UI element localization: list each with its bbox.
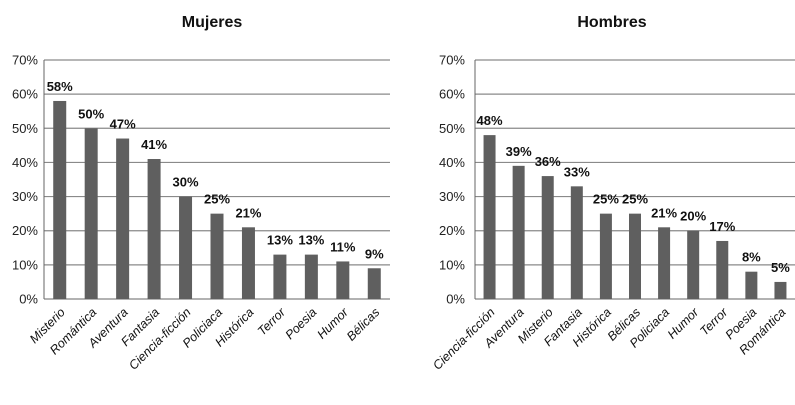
mujeres-bar	[84, 128, 98, 299]
hombres-bar	[512, 165, 525, 299]
mujeres-data-label: 47%	[110, 117, 136, 132]
mujeres-y-tick-label: 40%	[12, 155, 38, 170]
hombres-y-tick-label: 60%	[439, 87, 465, 102]
hombres-y-tick-label: 20%	[439, 223, 465, 238]
hombres-bar	[483, 135, 496, 299]
mujeres-bar	[210, 213, 224, 299]
mujeres-data-label: 13%	[298, 233, 324, 248]
mujeres-y-tick-label: 70%	[12, 53, 38, 68]
hombres-data-label: 25%	[622, 192, 648, 207]
mujeres-x-tick-label: Poesia	[283, 305, 320, 342]
hombres-data-label: 17%	[709, 219, 735, 234]
mujeres-bar	[147, 159, 161, 299]
hombres-data-label: 39%	[506, 144, 532, 159]
mujeres-data-label: 58%	[47, 79, 73, 94]
mujeres-bar	[53, 100, 67, 299]
mujeres-bar	[116, 138, 130, 299]
hombres-data-label: 21%	[651, 205, 677, 220]
mujeres-data-label: 50%	[78, 106, 104, 121]
mujeres-data-label: 41%	[141, 137, 167, 152]
mujeres-bar	[241, 227, 255, 299]
mujeres-chart-title: Mujeres	[182, 14, 243, 31]
hombres-x-tick-label: Humor	[665, 305, 702, 342]
hombres-data-label: 36%	[535, 154, 561, 169]
hombres-data-label: 8%	[742, 250, 761, 265]
hombres-data-label: 33%	[564, 164, 590, 179]
hombres-bar	[599, 213, 612, 299]
mujeres-data-label: 25%	[204, 192, 230, 207]
hombres-data-label: 48%	[477, 113, 503, 128]
hombres-bar	[716, 240, 729, 299]
hombres-bar	[687, 230, 700, 299]
mujeres-bar	[367, 268, 381, 299]
mujeres-data-label: 21%	[235, 205, 261, 220]
mujeres-data-label: 30%	[173, 175, 199, 190]
hombres-y-tick-label: 70%	[439, 53, 465, 68]
mujeres-y-tick-label: 20%	[12, 223, 38, 238]
hombres-chart-title: Hombres	[577, 14, 646, 31]
hombres-y-tick-label: 40%	[439, 155, 465, 170]
hombres-y-tick-label: 10%	[439, 257, 465, 272]
mujeres-y-tick-label: 30%	[12, 189, 38, 204]
mujeres-bar	[273, 254, 287, 299]
mujeres-bar	[179, 196, 193, 299]
mujeres-y-tick-label: 10%	[12, 257, 38, 272]
mujeres-data-label: 9%	[365, 246, 384, 261]
hombres-data-label: 5%	[771, 260, 790, 275]
hombres-y-tick-label: 30%	[439, 189, 465, 204]
mujeres-bar	[304, 254, 318, 299]
mujeres-y-tick-label: 60%	[12, 87, 38, 102]
mujeres-data-label: 13%	[267, 233, 293, 248]
mujeres-y-tick-label: 0%	[19, 292, 38, 307]
mujeres-data-label: 11%	[330, 239, 356, 254]
mujeres-y-tick-label: 50%	[12, 121, 38, 136]
mujeres-chart: Mujeres0%10%20%30%40%50%60%70%58%Misteri…	[12, 14, 390, 373]
hombres-data-label: 25%	[593, 192, 619, 207]
hombres-y-tick-label: 50%	[439, 121, 465, 136]
hombres-bar	[570, 186, 583, 299]
hombres-bar	[541, 176, 554, 299]
mujeres-bar	[336, 261, 350, 299]
hombres-bar	[774, 281, 787, 299]
hombres-chart: Hombres0%10%20%30%40%50%60%70%48%Ciencia…	[430, 14, 795, 373]
hombres-y-tick-label: 0%	[446, 292, 465, 307]
hombres-data-label: 20%	[680, 209, 706, 224]
hombres-bar	[658, 227, 671, 299]
mujeres-x-tick-label: Bélicas	[344, 305, 382, 343]
hombres-bar	[629, 213, 641, 299]
hombres-bar	[745, 271, 758, 299]
